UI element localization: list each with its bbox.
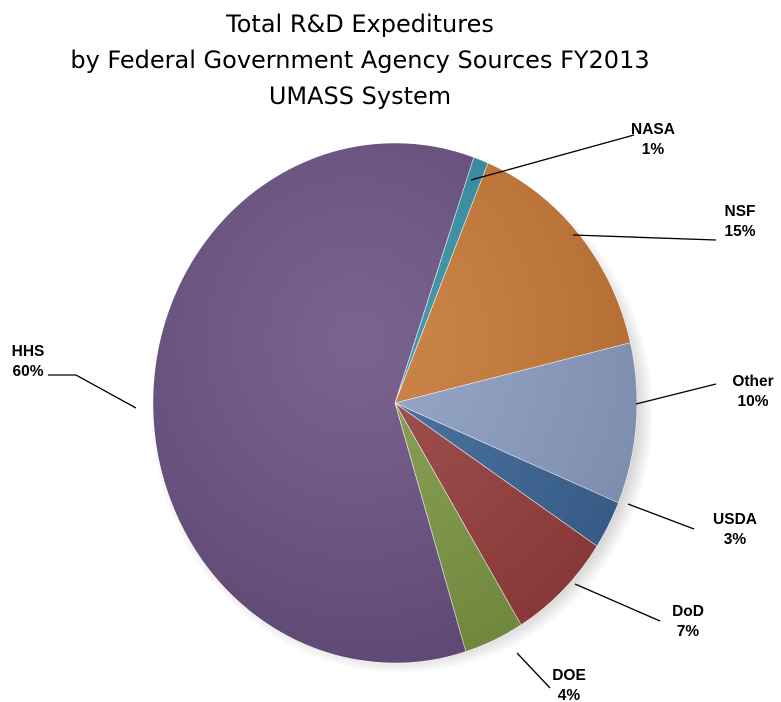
slice-label-other: Other 10% [732,373,773,410]
leader-line-other [635,383,717,405]
leader-line-nasa [470,134,635,181]
slice-label-name-nasa: NASA [631,121,675,138]
slice-label-value-other: 10% [737,393,768,410]
slice-label-dod: DoD 7% [672,603,704,640]
leader-line-nsf [572,234,717,241]
slice-labels: NASA 1% NSF 15% Other 10% USDA 3% DoD 7% DOE 4% HHS 6… [12,121,774,702]
slice-label-value-nsf: 15% [724,223,755,240]
leader-lines [48,134,717,689]
leader-line-dod [574,583,661,622]
chart-title-line-1: Total R&D Expeditures [226,10,494,38]
pie-slices [152,142,638,664]
slice-label-name-nsf: NSF [725,203,756,220]
chart-title-line-3: UMASS System [268,82,452,110]
slice-label-usda: USDA 3% [713,511,757,548]
slice-label-value-usda: 3% [724,531,747,548]
slice-label-hhs: HHS 60% [12,343,45,380]
chart-title: Total R&D Expeditures by Federal Governm… [0,6,720,114]
slice-label-name-dod: DoD [672,603,704,620]
slice-label-nasa: NASA 1% [631,121,675,158]
leader-line-doe [516,652,551,689]
slice-label-name-hhs: HHS [12,343,45,360]
slice-label-nsf: NSF 15% [724,203,755,240]
slice-label-name-other: Other [732,373,773,390]
slice-label-doe: DOE 4% [552,667,586,702]
slice-label-value-dod: 7% [677,623,700,640]
slice-label-value-hhs: 60% [12,363,43,380]
leader-line-usda [627,503,695,530]
leader-line-hhs [48,374,137,409]
chart-title-line-2: by Federal Government Agency Sources FY2… [70,46,650,74]
slice-label-value-doe: 4% [558,687,581,702]
slice-label-value-nasa: 1% [642,141,665,158]
slice-label-name-usda: USDA [713,511,757,528]
pie-sheen [153,143,637,663]
slice-label-name-doe: DOE [552,667,586,684]
